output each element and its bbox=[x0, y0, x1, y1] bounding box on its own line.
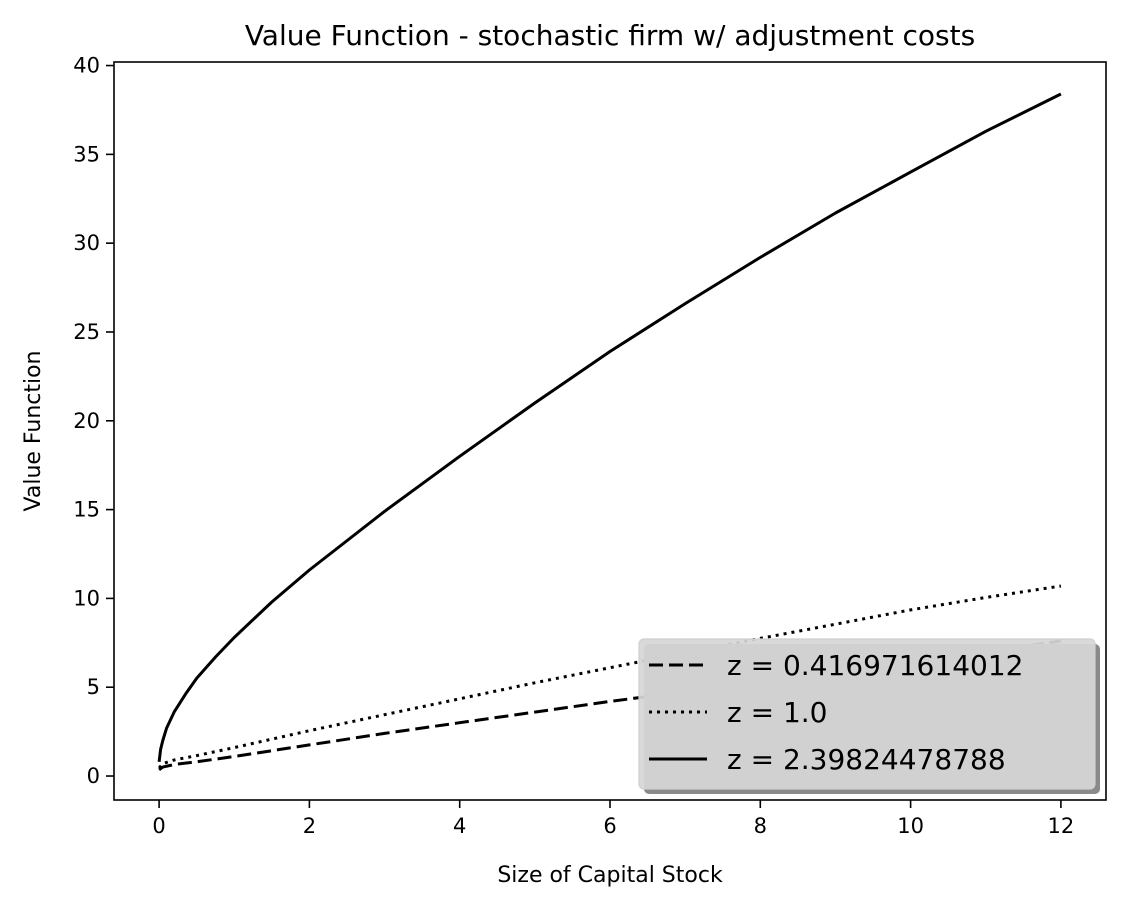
x-tick-label: 0 bbox=[152, 814, 165, 838]
legend-label-2: z = 2.39824478788 bbox=[727, 743, 1006, 776]
y-tick-label: 15 bbox=[73, 498, 100, 522]
y-tick-label: 0 bbox=[87, 764, 100, 788]
y-tick-label: 20 bbox=[73, 409, 100, 433]
legend-label-1: z = 1.0 bbox=[727, 696, 828, 729]
x-tick-label: 10 bbox=[897, 814, 924, 838]
x-tick-label: 12 bbox=[1048, 814, 1075, 838]
x-tick-label: 4 bbox=[453, 814, 466, 838]
y-axis-label: Value Function bbox=[21, 351, 46, 512]
x-axis-label: Size of Capital Stock bbox=[497, 863, 723, 888]
legend: z = 0.416971614012 z = 1.0 z = 2.398244787… bbox=[638, 638, 1100, 794]
legend-entries: z = 0.416971614012 z = 1.0 z = 2.398244787… bbox=[649, 649, 1023, 776]
legend-box bbox=[638, 638, 1096, 790]
y-tick-label: 5 bbox=[87, 675, 100, 699]
x-tick-label: 2 bbox=[303, 814, 316, 838]
y-axis: 0 5 10 15 20 25 30 35 40 bbox=[73, 54, 114, 788]
y-tick-label: 40 bbox=[73, 54, 100, 78]
series-line-2 bbox=[157, 92, 1062, 762]
y-tick-label: 35 bbox=[73, 142, 100, 166]
x-tick-label: 8 bbox=[754, 814, 767, 838]
x-tick-label: 6 bbox=[603, 814, 616, 838]
x-axis: 0 2 4 6 8 10 12 bbox=[152, 800, 1074, 838]
y-tick-label: 10 bbox=[73, 586, 100, 610]
chart-title: Value Function - stochastic firm w/ adju… bbox=[245, 19, 975, 52]
legend-label-0: z = 0.416971614012 bbox=[727, 649, 1023, 682]
y-tick-label: 25 bbox=[73, 320, 100, 344]
y-tick-label: 30 bbox=[73, 231, 100, 255]
